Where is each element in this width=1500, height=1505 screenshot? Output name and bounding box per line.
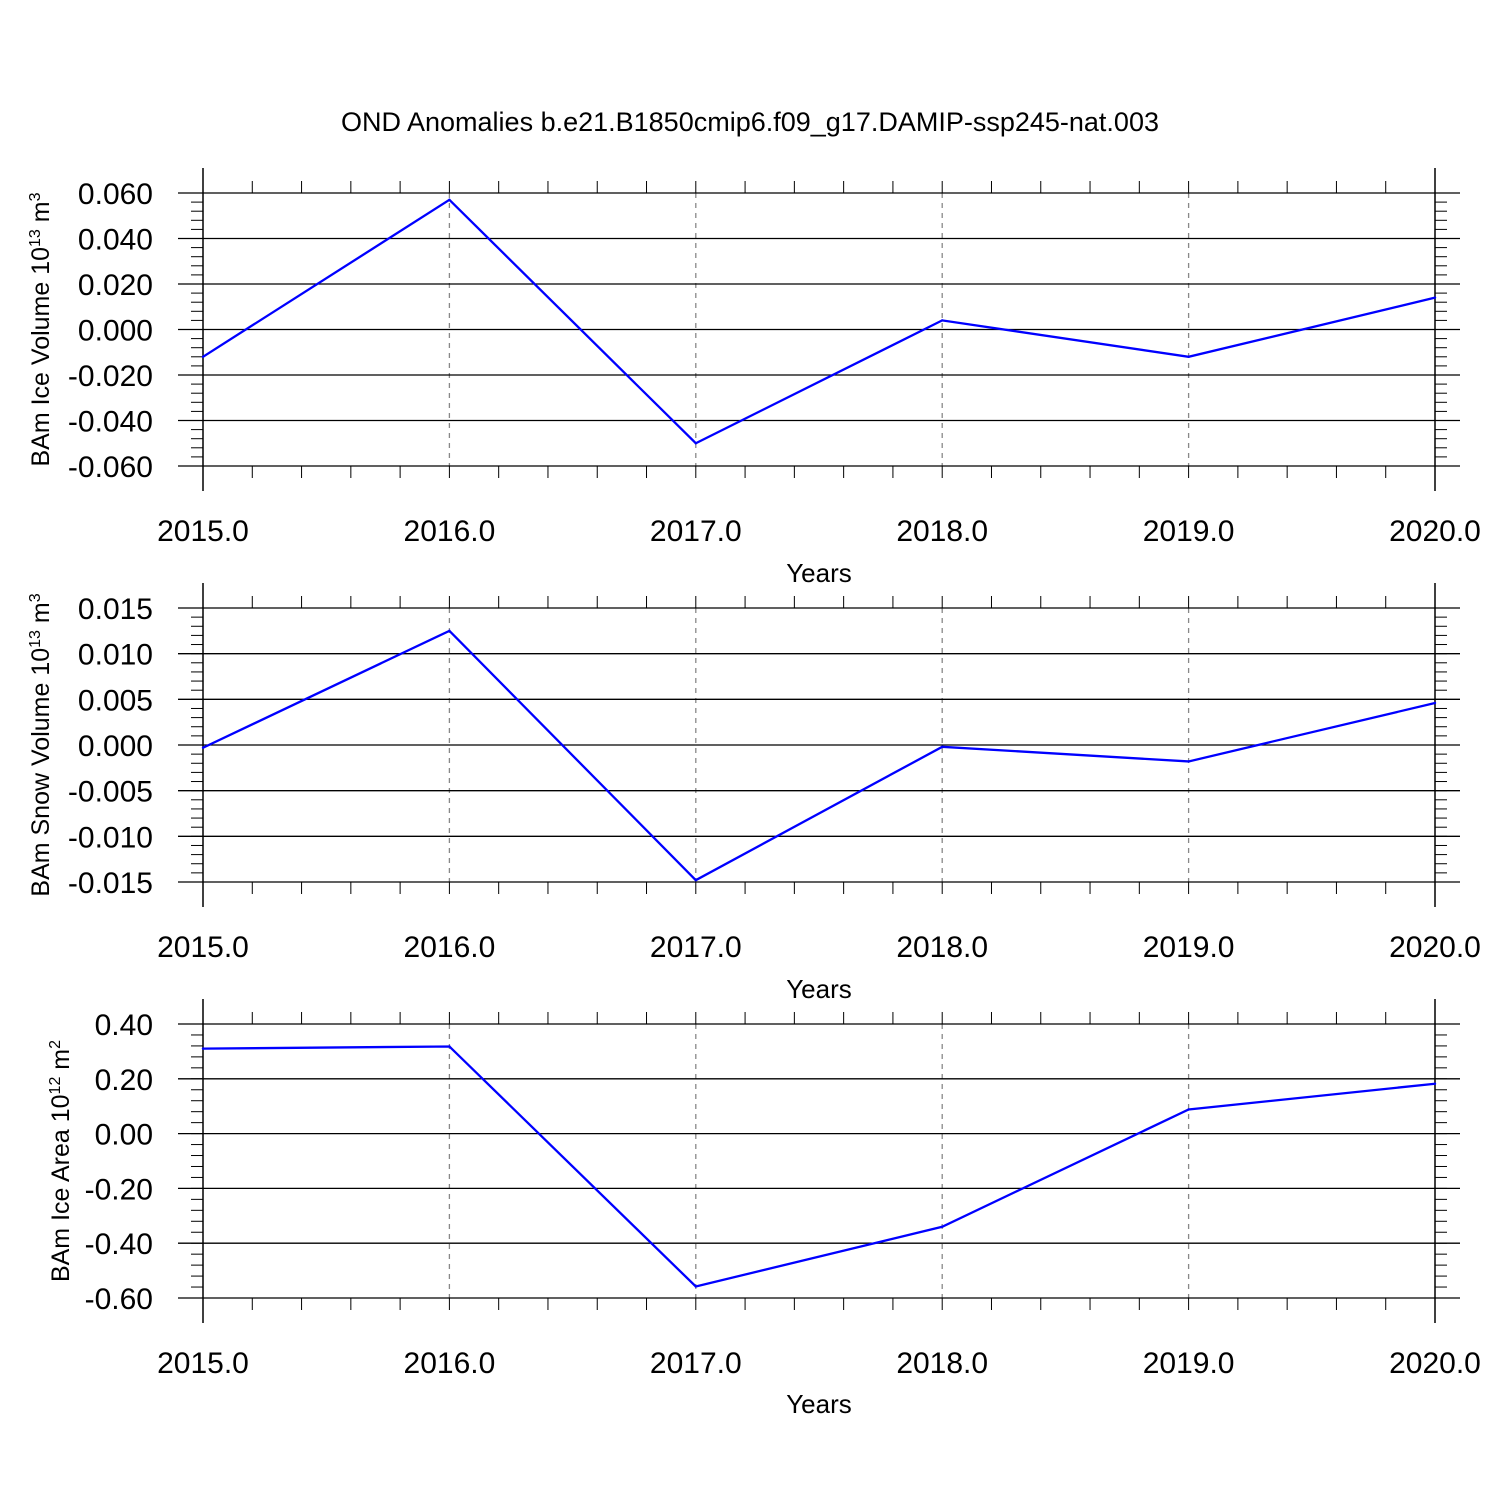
- chart-panel-2: 0.0150.0100.0050.000-0.005-0.010-0.01520…: [27, 583, 1481, 1004]
- y-axis-title-unit: m: [47, 1049, 75, 1077]
- y-tick-label: -0.015: [68, 867, 153, 900]
- x-tick-label: 2016.0: [404, 931, 496, 964]
- y-axis-title-unit: m: [27, 201, 55, 229]
- x-axis-title: Years: [786, 974, 852, 1004]
- x-tick-label: 2017.0: [650, 515, 742, 548]
- x-tick-label: 2016.0: [404, 1347, 496, 1380]
- y-tick-label: 0.000: [78, 315, 153, 348]
- x-tick-label: 2020.0: [1389, 931, 1481, 964]
- x-tick-label: 2020.0: [1389, 515, 1481, 548]
- y-axis-title: BAm Snow Volume 1013 m3: [27, 593, 55, 896]
- y-tick-label: 0.20: [95, 1064, 153, 1097]
- y-tick-label: 0.060: [78, 178, 153, 211]
- data-point: [1187, 760, 1190, 763]
- y-tick-label: -0.40: [85, 1228, 153, 1261]
- data-point: [694, 878, 697, 882]
- y-tick-label: -0.005: [68, 776, 153, 809]
- data-point: [448, 629, 451, 633]
- x-axis-title: Years: [786, 558, 852, 588]
- x-tick-label: 2017.0: [650, 1347, 742, 1380]
- y-tick-label: 0.000: [78, 730, 153, 763]
- data-point: [201, 355, 205, 358]
- y-axis-title-exponent: 13: [27, 630, 44, 648]
- y-axis-title-main: BAm Ice Volume 10: [27, 247, 55, 467]
- data-point: [1187, 1108, 1190, 1111]
- data-point: [1433, 1082, 1437, 1085]
- y-tick-label: 0.40: [95, 1009, 153, 1042]
- y-axis-title-unit-exponent: 3: [27, 593, 44, 602]
- y-tick-label: 0.00: [95, 1119, 153, 1152]
- y-tick-label: -0.060: [68, 451, 153, 484]
- x-tick-label: 2019.0: [1143, 515, 1235, 548]
- y-tick-label: 0.040: [78, 224, 153, 257]
- chart-panel-1: 0.0600.0400.0200.000-0.020-0.040-0.06020…: [27, 168, 1481, 588]
- x-tick-label: 2019.0: [1143, 931, 1235, 964]
- data-point: [694, 442, 697, 445]
- y-tick-label: 0.020: [78, 269, 153, 302]
- y-tick-label: 0.015: [78, 593, 153, 626]
- y-tick-label: -0.010: [68, 821, 153, 854]
- data-point: [694, 1285, 697, 1288]
- x-tick-label: 2015.0: [157, 931, 249, 964]
- y-axis-title-main: BAm Ice Area 10: [47, 1094, 75, 1282]
- data-point: [941, 319, 944, 322]
- y-axis-title-exponent: 13: [27, 229, 44, 247]
- x-tick-label: 2018.0: [896, 515, 988, 548]
- x-tick-label: 2020.0: [1389, 1347, 1481, 1380]
- x-tick-label: 2019.0: [1143, 1347, 1235, 1380]
- data-series-line: [202, 1045, 1436, 1288]
- y-axis-title-exponent: 12: [47, 1077, 64, 1095]
- y-tick-label: 0.010: [78, 639, 153, 672]
- data-point: [1433, 701, 1437, 705]
- x-tick-label: 2015.0: [157, 515, 249, 548]
- data-point: [941, 745, 944, 749]
- data-point: [201, 746, 205, 749]
- figure-title: OND Anomalies b.e21.B1850cmip6.f09_g17.D…: [341, 107, 1159, 137]
- y-axis-title-main: BAm Snow Volume 10: [27, 648, 55, 897]
- y-axis-title-unit: m: [27, 602, 55, 630]
- y-tick-label: -0.040: [68, 406, 153, 439]
- x-tick-label: 2018.0: [896, 1347, 988, 1380]
- x-axis-title: Years: [786, 1389, 852, 1419]
- data-point: [448, 1045, 451, 1048]
- data-point: [1187, 355, 1190, 358]
- y-tick-label: -0.020: [68, 360, 153, 393]
- data-series-line: [202, 198, 1436, 445]
- data-point: [201, 1047, 205, 1050]
- x-tick-label: 2016.0: [404, 515, 496, 548]
- data-series-line: [202, 629, 1436, 882]
- x-tick-label: 2017.0: [650, 931, 742, 964]
- y-axis-title: BAm Ice Area 1012 m2: [47, 1040, 75, 1282]
- y-tick-label: -0.60: [85, 1283, 153, 1316]
- data-point: [448, 198, 451, 202]
- x-tick-label: 2015.0: [157, 1347, 249, 1380]
- data-point: [941, 1225, 944, 1228]
- y-axis-title: BAm Ice Volume 1013 m3: [27, 192, 55, 466]
- y-tick-label: 0.005: [78, 684, 153, 717]
- y-axis-title-unit-exponent: 3: [27, 192, 44, 201]
- y-tick-label: -0.20: [85, 1173, 153, 1206]
- x-tick-label: 2018.0: [896, 931, 988, 964]
- data-point: [1433, 296, 1437, 299]
- y-axis-title-unit-exponent: 2: [47, 1040, 64, 1049]
